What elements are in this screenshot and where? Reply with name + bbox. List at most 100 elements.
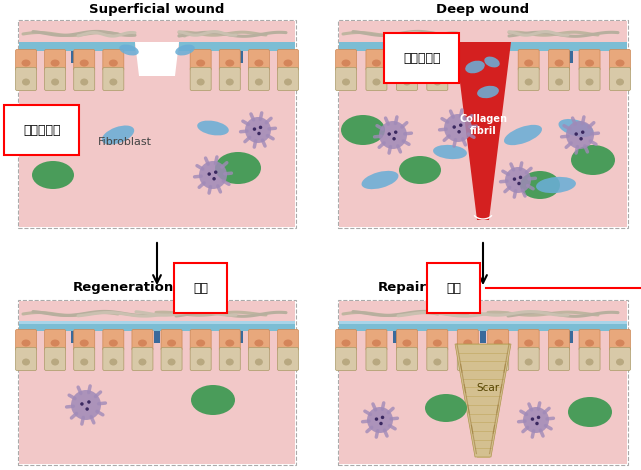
FancyBboxPatch shape [103,68,124,91]
Ellipse shape [51,78,59,86]
FancyBboxPatch shape [427,49,448,70]
Bar [179,42,295,51]
Ellipse shape [571,145,615,175]
Ellipse shape [372,78,381,86]
Ellipse shape [226,359,234,366]
Bar [19,321,295,324]
Ellipse shape [555,359,563,366]
FancyBboxPatch shape [579,68,600,91]
FancyBboxPatch shape [219,49,240,70]
Bar [338,20,628,228]
Ellipse shape [245,117,271,143]
FancyBboxPatch shape [103,347,124,370]
FancyBboxPatch shape [579,329,600,351]
Ellipse shape [585,60,594,66]
Ellipse shape [22,78,30,86]
Ellipse shape [477,86,499,98]
Text: Collagen
fibril: Collagen fibril [459,114,507,136]
FancyBboxPatch shape [45,329,65,351]
Ellipse shape [616,78,624,86]
Ellipse shape [80,402,84,406]
Ellipse shape [196,60,205,66]
Ellipse shape [558,119,594,137]
FancyBboxPatch shape [366,329,387,351]
FancyBboxPatch shape [396,329,417,351]
Bar [611,331,617,343]
Ellipse shape [284,359,292,366]
Ellipse shape [579,137,583,141]
Bar [196,331,202,343]
Bar [18,20,296,228]
Ellipse shape [586,359,594,366]
Ellipse shape [425,394,467,422]
Ellipse shape [79,60,88,66]
Ellipse shape [457,130,461,133]
FancyBboxPatch shape [45,347,65,370]
Ellipse shape [524,339,533,346]
FancyBboxPatch shape [219,68,240,91]
Ellipse shape [504,125,542,145]
Ellipse shape [51,339,60,346]
Ellipse shape [367,407,393,433]
FancyBboxPatch shape [610,329,631,351]
FancyBboxPatch shape [427,329,448,351]
Ellipse shape [22,359,30,366]
Ellipse shape [197,78,204,86]
Bar [237,331,244,343]
Ellipse shape [520,171,560,199]
FancyBboxPatch shape [335,68,356,91]
FancyBboxPatch shape [518,49,539,70]
FancyBboxPatch shape [190,49,211,70]
Ellipse shape [51,60,60,66]
Ellipse shape [394,131,397,134]
Ellipse shape [254,60,263,66]
FancyBboxPatch shape [132,329,153,351]
Ellipse shape [433,145,467,159]
Ellipse shape [444,114,472,142]
Ellipse shape [531,417,534,421]
Bar [71,331,77,343]
Ellipse shape [568,397,612,427]
Text: Superficial wound: Superficial wound [89,3,225,16]
Ellipse shape [523,407,549,433]
Text: Scar: Scar [476,383,499,393]
Ellipse shape [494,359,502,366]
Ellipse shape [22,60,31,66]
Ellipse shape [403,78,411,86]
FancyBboxPatch shape [15,329,37,351]
Bar [29,331,35,343]
Ellipse shape [525,359,533,366]
Ellipse shape [615,339,624,346]
Bar [509,42,627,51]
Bar [437,331,442,343]
Bar [196,51,202,63]
FancyBboxPatch shape [15,68,37,91]
FancyBboxPatch shape [278,347,299,370]
Ellipse shape [403,359,411,366]
FancyBboxPatch shape [549,49,570,70]
Bar [567,331,573,343]
Bar [71,51,77,63]
FancyBboxPatch shape [457,329,478,351]
FancyBboxPatch shape [15,347,37,370]
Text: Deep wound: Deep wound [437,3,529,16]
FancyBboxPatch shape [219,329,240,351]
Ellipse shape [381,415,385,419]
Ellipse shape [51,359,59,366]
Ellipse shape [197,359,204,366]
Polygon shape [455,42,511,220]
Bar [339,321,627,324]
Bar [338,300,628,465]
Ellipse shape [555,78,563,86]
Ellipse shape [485,56,500,67]
Ellipse shape [80,78,88,86]
Ellipse shape [524,60,533,66]
Ellipse shape [259,125,262,129]
Ellipse shape [433,78,442,86]
FancyBboxPatch shape [219,347,240,370]
Ellipse shape [387,132,391,136]
Ellipse shape [341,115,385,145]
Ellipse shape [453,125,456,129]
FancyBboxPatch shape [74,329,95,351]
Ellipse shape [554,60,563,66]
